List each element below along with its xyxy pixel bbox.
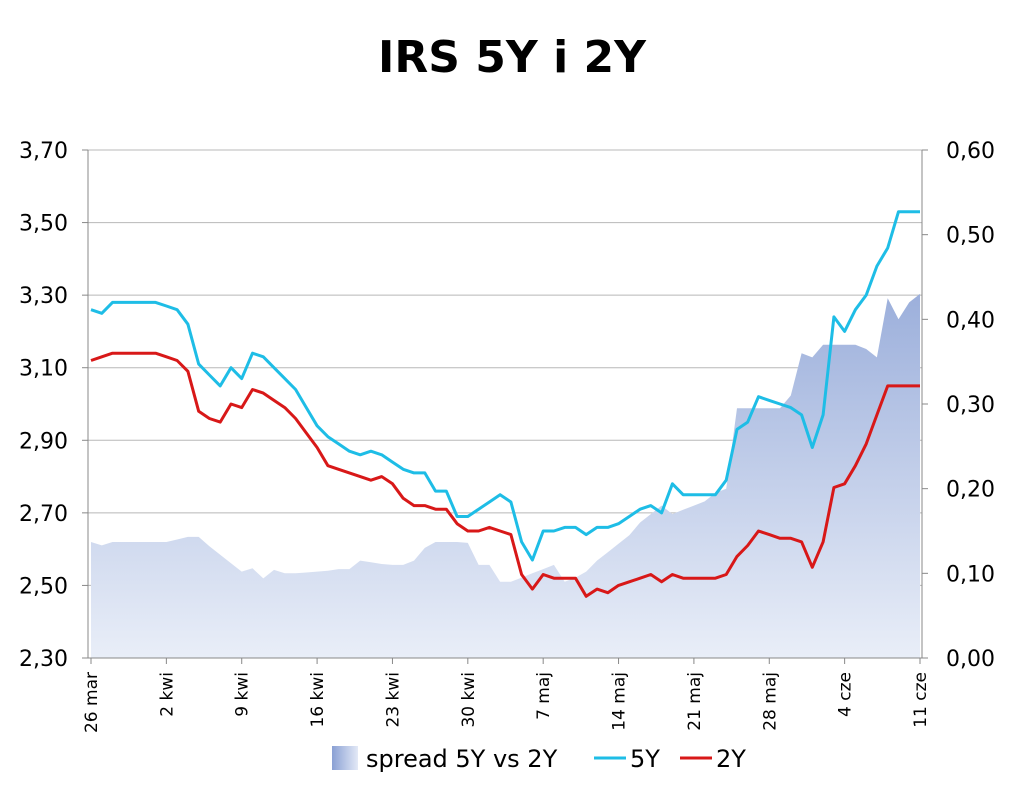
y-right-tick-label: 0,60 [946,139,995,164]
y-right-tick-label: 0,50 [946,224,995,249]
x-tick-label: 9 kwi [233,672,253,717]
x-tick-label: 23 kwi [383,672,403,728]
legend-swatch-spread [332,746,358,770]
chart-title: IRS 5Y i 2Y [378,32,646,83]
y-left-tick-label: 3,10 [19,357,68,382]
y-right-tick-label: 0,40 [946,308,995,333]
x-tick-label: 21 maj [685,672,705,731]
2y-line [90,351,920,598]
y-left-tick-label: 2,70 [19,502,68,527]
legend-label-spread: spread 5Y vs 2Y [366,745,558,773]
y-right-tick-label: 0,30 [946,393,995,418]
y-right-tick-label: 0,10 [946,562,995,587]
5y-line [90,210,920,562]
x-tick-label: 26 mar [82,672,102,733]
x-tick-label: 16 kwi [308,672,328,728]
x-tick-label: 2 kwi [157,672,177,717]
legend: spread 5Y vs 2Y 5Y 2Y [332,745,746,773]
y-left-tick-label: 2,30 [19,647,68,672]
y-left-tick-label: 3,50 [19,212,68,237]
y-left-tick-label: 3,30 [19,284,68,309]
y-left-tick-label: 3,70 [19,139,68,164]
spread-area [91,251,920,658]
legend-label-5y: 5Y [630,745,660,773]
legend-label-2y: 2Y [716,745,746,773]
series-lines-layer [90,210,920,598]
y-left-tick-label: 2,90 [19,429,68,454]
y-left-tick-label: 2,50 [19,574,68,599]
spread-area-layer [91,251,920,658]
x-tick-label: 4 cze [836,672,856,717]
x-tick-label: 30 kwi [459,672,479,728]
x-tick-label: 28 maj [760,672,780,731]
axes [82,149,928,664]
y-right-tick-label: 0,20 [946,478,995,503]
x-tick-label: 14 maj [610,672,630,731]
x-tick-label: 11 cze [911,672,931,728]
y-right-tick-label: 0,00 [946,647,995,672]
x-tick-label: 7 maj [534,672,554,720]
tick-labels: 2,30 2,50 2,70 2,90 3,10 3,30 3,50 3,70 0,00 0,10… [19,139,995,733]
